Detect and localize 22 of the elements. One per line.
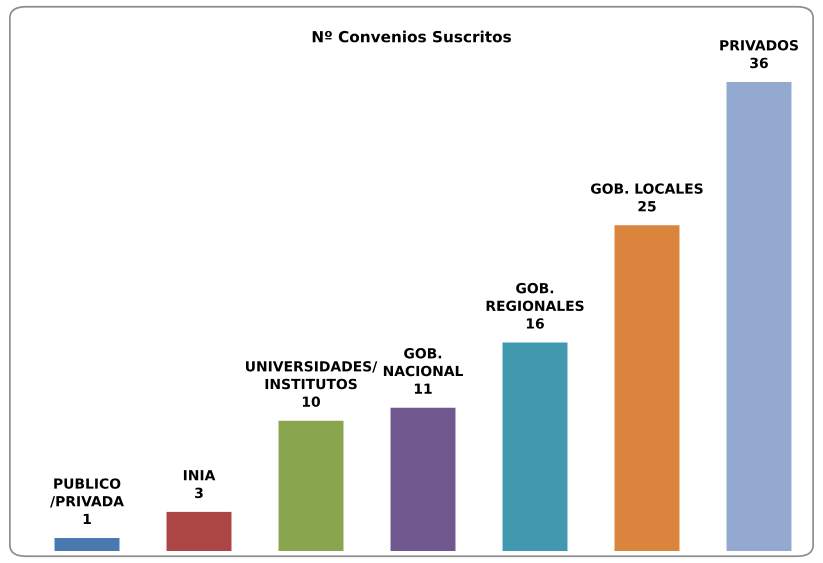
data-label: 11 [414, 384, 432, 394]
x-tick-label: PUBLICO /PRIVADA [50, 478, 124, 508]
x-tick-label: GOB. REGIONALES [486, 282, 584, 312]
bar [166, 512, 232, 551]
data-label: 16 [526, 318, 544, 329]
data-label: 25 [638, 201, 656, 212]
x-tick-label: GOB. NACIONAL [384, 348, 463, 376]
bar [390, 408, 456, 551]
bar [54, 538, 120, 551]
x-tick-label: INIA [184, 470, 216, 480]
data-label: 3 [195, 488, 203, 498]
x-tick-label: UNIVERSIDADES/ INSTITUTOS [246, 361, 378, 390]
data-label: 36 [750, 58, 768, 68]
bar [726, 82, 792, 551]
bar [278, 420, 344, 551]
x-tick-label: GOB. LOCALES [591, 183, 703, 194]
bar [614, 225, 680, 551]
data-label: 1 [84, 514, 91, 524]
x-tick-label: PRIVADOS [720, 40, 798, 51]
data-label: 10 [302, 396, 320, 407]
chart-title: Nº Convenios Suscritos [312, 30, 511, 42]
bar [502, 342, 568, 551]
